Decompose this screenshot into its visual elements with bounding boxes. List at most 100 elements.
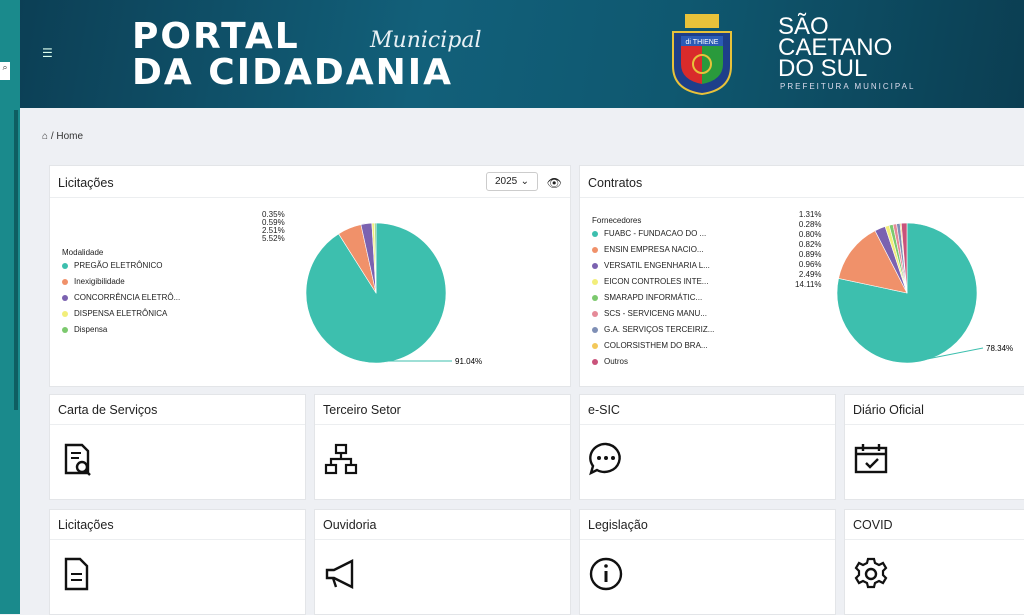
chat-bubble-icon xyxy=(589,442,621,476)
slice-label: 91.04% xyxy=(455,357,482,366)
slice-label: 0.89% xyxy=(798,250,822,259)
svg-text:di THIENE: di THIENE xyxy=(686,39,719,46)
legend-swatch xyxy=(592,230,598,237)
city-crest-logo: di THIENE xyxy=(672,14,732,96)
legend-swatch xyxy=(62,310,68,317)
breadcrumb: ⌂ / Home xyxy=(42,131,84,142)
tile-terceiro-setor[interactable]: Terceiro Setor xyxy=(314,394,571,500)
left-sidebar: ⌕ xyxy=(0,0,20,614)
legend-item[interactable]: SMARAPD INFORMÁTIC... xyxy=(592,293,714,302)
legend-label: FUABC - FUNDACAO DO ... xyxy=(604,229,707,238)
legend-label: VERSATIL ENGENHARIA L... xyxy=(604,261,710,270)
slice-label: 0.59% xyxy=(262,218,285,227)
tile-licita-es[interactable]: Licitações xyxy=(49,509,306,615)
legend-label: SCS - SERVICENG MANU... xyxy=(604,309,707,318)
gear-icon xyxy=(854,557,888,589)
card-title: Licitações xyxy=(50,166,570,198)
tile-title: Ouvidoria xyxy=(315,510,570,540)
pie-labels-small: 0.35% 0.59% 2.51% 5.52% xyxy=(262,211,285,243)
megaphone-icon xyxy=(325,559,354,589)
tile-title: Licitações xyxy=(50,510,305,540)
legend-swatch xyxy=(592,262,598,269)
slice-label: 0.96% xyxy=(798,260,822,269)
header-banner: ☰ PORTAL Municipal DA CIDADANIA di THIEN… xyxy=(20,0,1024,108)
pie-slice[interactable] xyxy=(374,222,377,294)
contratos-pie-chart: 78.34% xyxy=(836,222,1013,364)
chart-legend: Fornecedores FUABC - FUNDACAO DO ... ENSIN… xyxy=(592,216,715,366)
legend-swatch xyxy=(592,342,598,349)
legend-swatch xyxy=(592,294,598,301)
legend-item[interactable]: SCS - SERVICENG MANU... xyxy=(592,309,714,318)
slice-label: 78.34% xyxy=(986,344,1013,353)
legend-item[interactable]: PREGÃO ELETRÔNICO xyxy=(62,261,180,270)
tile-title: e-SIC xyxy=(580,395,835,425)
eye-icon[interactable]: 👁 xyxy=(546,176,562,190)
slice-label: 5.52% xyxy=(262,234,285,243)
pie-slice[interactable] xyxy=(900,222,908,294)
legend-label: COLORSISTHEM DO BRA... xyxy=(604,341,708,350)
year-select[interactable]: 2025 ⌄ xyxy=(486,172,538,191)
city-subtitle: PREFEITURA MUNICIPAL xyxy=(780,82,916,91)
tile-di-rio-oficial[interactable]: Diário Oficial xyxy=(844,394,1024,500)
tile-title: COVID xyxy=(845,510,1024,540)
legend-item[interactable]: Inexigibilidade xyxy=(62,277,180,286)
legend-label: ENSIN EMPRESA NACIO... xyxy=(604,245,704,254)
slice-label: 0.80% xyxy=(798,230,822,239)
tile-ouvidoria[interactable]: Ouvidoria xyxy=(314,509,571,615)
tile-legisla-o[interactable]: Legislação xyxy=(579,509,836,615)
legend-label: G.A. SERVIÇOS TERCEIRIZ... xyxy=(604,325,715,334)
legend-label: Dispensa xyxy=(74,325,108,334)
slice-label: 2.49% xyxy=(798,270,822,279)
slice-label: 2.51% xyxy=(262,226,285,235)
legend-item[interactable]: EICON CONTROLES INTE... xyxy=(592,277,714,286)
slice-label: 1.31% xyxy=(798,210,822,219)
legend-item[interactable]: ENSIN EMPRESA NACIO... xyxy=(592,245,714,254)
pie-labels-small: 1.31% 0.28% 0.80% 0.82% 0.89% 0.96% 2.49% 14.11… xyxy=(795,211,822,291)
legend-item[interactable]: Dispensa xyxy=(62,325,180,334)
sidebar-scrollbar[interactable] xyxy=(14,110,18,410)
card-title: Contratos xyxy=(580,166,1024,198)
org-chart-icon xyxy=(324,443,358,475)
tile-e-sic[interactable]: e-SIC xyxy=(579,394,836,500)
legend-swatch xyxy=(62,326,68,333)
legend-label: DISPENSA ELETRÔNICA xyxy=(74,309,168,318)
legend-label: Inexigibilidade xyxy=(74,277,125,286)
legend-label: CONCORRÊNCIA ELETRÔ... xyxy=(74,293,181,302)
chevron-down-icon: ⌄ xyxy=(520,176,529,187)
breadcrumb-home[interactable]: Home xyxy=(56,131,84,142)
licitacoes-chart-card: Licitações 2025 ⌄ 👁 Modalidade PREGÃO ELE… xyxy=(49,165,571,387)
legend-swatch xyxy=(592,358,598,365)
legend-label: Outros xyxy=(604,357,629,366)
tile-carta-de-servi-os[interactable]: Carta de Serviços xyxy=(49,394,306,500)
search-icon[interactable]: ⌕ xyxy=(0,62,10,80)
legend-swatch xyxy=(592,310,598,317)
legend-item[interactable]: G.A. SERVIÇOS TERCEIRIZ... xyxy=(592,325,714,334)
menu-icon[interactable]: ☰ xyxy=(42,46,53,60)
city-name: SÃO CAETANO DO SUL xyxy=(778,13,893,82)
tile-title: Carta de Serviços xyxy=(50,395,305,425)
legend-swatch xyxy=(62,278,68,285)
leader-line xyxy=(916,347,984,362)
legend-item[interactable]: Outros xyxy=(592,357,714,366)
legend-item[interactable]: DISPENSA ELETRÔNICA xyxy=(62,309,180,318)
legend-swatch xyxy=(62,262,68,269)
legend-swatch xyxy=(592,246,598,253)
legend-label: PREGÃO ELETRÔNICO xyxy=(74,261,163,270)
legend-label: EICON CONTROLES INTE... xyxy=(604,277,709,286)
slice-label: 0.35% xyxy=(262,210,285,219)
contratos-chart-card: Contratos Fornecedores FUABC - FUNDACAO D… xyxy=(579,165,1024,387)
tile-title: Diário Oficial xyxy=(845,395,1024,425)
legend-item[interactable]: COLORSISTHEM DO BRA... xyxy=(592,341,714,350)
portal-title-script: Municipal xyxy=(370,28,482,53)
slice-label: 0.82% xyxy=(798,240,822,249)
legend-item[interactable]: VERSATIL ENGENHARIA L... xyxy=(592,261,714,270)
tile-covid[interactable]: COVID xyxy=(844,509,1024,615)
chart-legend: Modalidade PREGÃO ELETRÔNICO Inexigibilida… xyxy=(62,248,181,334)
legend-item[interactable]: CONCORRÊNCIA ELETRÔ... xyxy=(62,293,180,302)
home-icon[interactable]: ⌂ xyxy=(42,131,49,142)
legend-item[interactable]: FUABC - FUNDACAO DO ... xyxy=(592,229,714,238)
portal-title-line1: PORTAL xyxy=(132,16,300,57)
pie-slice[interactable] xyxy=(838,230,908,294)
legend-swatch xyxy=(592,326,598,333)
legend-label: SMARAPD INFORMÁTIC... xyxy=(604,293,703,302)
